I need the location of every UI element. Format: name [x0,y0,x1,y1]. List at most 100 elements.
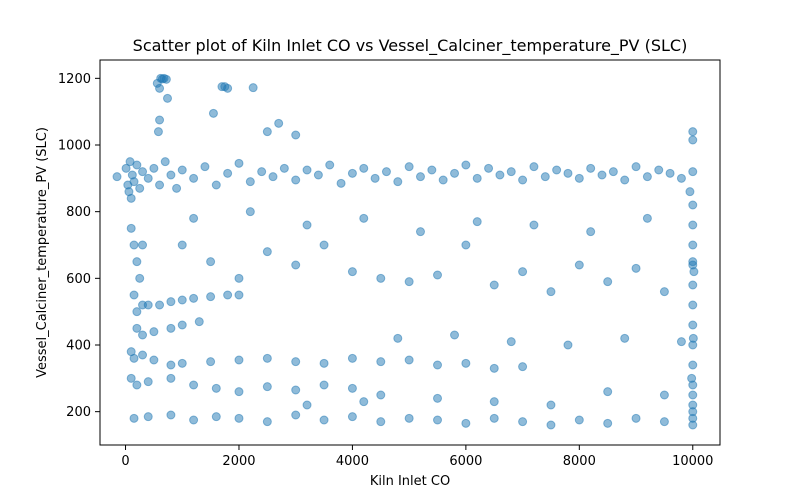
data-point [688,407,698,417]
data-point [506,167,516,177]
data-point [461,240,471,250]
data-point [347,353,357,363]
data-point [129,290,139,300]
data-point [155,300,165,310]
data-point [112,172,122,182]
data-point [404,162,414,172]
data-point [172,183,182,193]
y-tick-label: 400 [66,339,91,354]
data-point [688,360,698,370]
data-point [393,333,403,343]
data-point [540,172,550,182]
data-point [160,157,170,167]
data-point [688,280,698,290]
data-point [631,263,641,273]
data-point [262,247,272,257]
data-point [404,355,414,365]
data-point [155,83,165,93]
data-point [166,323,176,333]
data-point [189,415,199,425]
data-point [688,333,698,343]
data-point [546,400,556,410]
x-axis: 0 2000 4000 6000 8000 10000 [121,445,713,469]
data-point [376,417,386,427]
data-point [291,130,301,140]
data-point [189,173,199,183]
data-point [135,183,145,193]
data-point [518,175,528,185]
data-point [347,383,357,393]
data-point [688,390,698,400]
data-point [359,213,369,223]
data-point [163,93,172,103]
data-point [291,260,301,270]
data-point [177,320,187,330]
data-point [370,173,380,183]
data-point [129,353,139,363]
data-point [234,273,244,283]
data-point [586,163,596,173]
data-point [433,360,443,370]
data-point [132,160,142,170]
data-point [359,163,369,173]
data-point [132,323,142,333]
data-point [489,363,499,373]
data-point [359,397,369,407]
data-point [631,162,641,172]
data-point [161,74,171,84]
x-tick-label: 2000 [222,454,255,469]
data-point [603,418,613,428]
data-point [149,163,159,173]
data-point [149,355,159,365]
data-point [472,173,482,183]
data-point [381,167,391,177]
y-axis-title: Vessel_Calciner_temperature_PV (SLC) [35,127,50,378]
x-tick-label: 6000 [449,454,482,469]
data-point [166,297,176,307]
data-point [620,175,630,185]
data-point [234,387,244,397]
data-point [603,277,613,287]
data-point [654,165,664,175]
data-point [245,177,255,187]
data-point [563,168,573,178]
data-point [189,213,199,223]
data-point [177,295,187,305]
data-point [166,360,176,370]
data-point [495,170,505,180]
data-point [319,358,329,368]
data-point [206,257,216,267]
data-point [347,412,357,422]
data-point [262,353,272,363]
data-point [166,373,176,383]
data-point [659,417,669,427]
y-tick-label: 800 [66,205,91,220]
data-point [313,170,323,180]
data-point [688,320,698,330]
data-point [206,357,216,367]
data-point [129,240,139,250]
data-point [688,240,698,250]
data-point [376,273,386,283]
plot-frame [99,59,721,446]
data-point [450,330,460,340]
data-point [129,413,139,423]
data-point [518,362,528,372]
data-point [132,257,142,267]
data-point [688,220,698,230]
data-point [472,217,482,227]
data-point [552,165,562,175]
data-point [518,267,528,277]
data-point [262,382,272,392]
data-point [155,180,165,190]
data-point [126,373,136,383]
data-point [676,337,686,347]
data-point [302,165,312,175]
data-point [177,165,187,175]
data-point [302,220,312,230]
data-point [211,383,221,393]
data-point [659,390,669,400]
data-point [302,400,312,410]
data-point [574,260,584,270]
